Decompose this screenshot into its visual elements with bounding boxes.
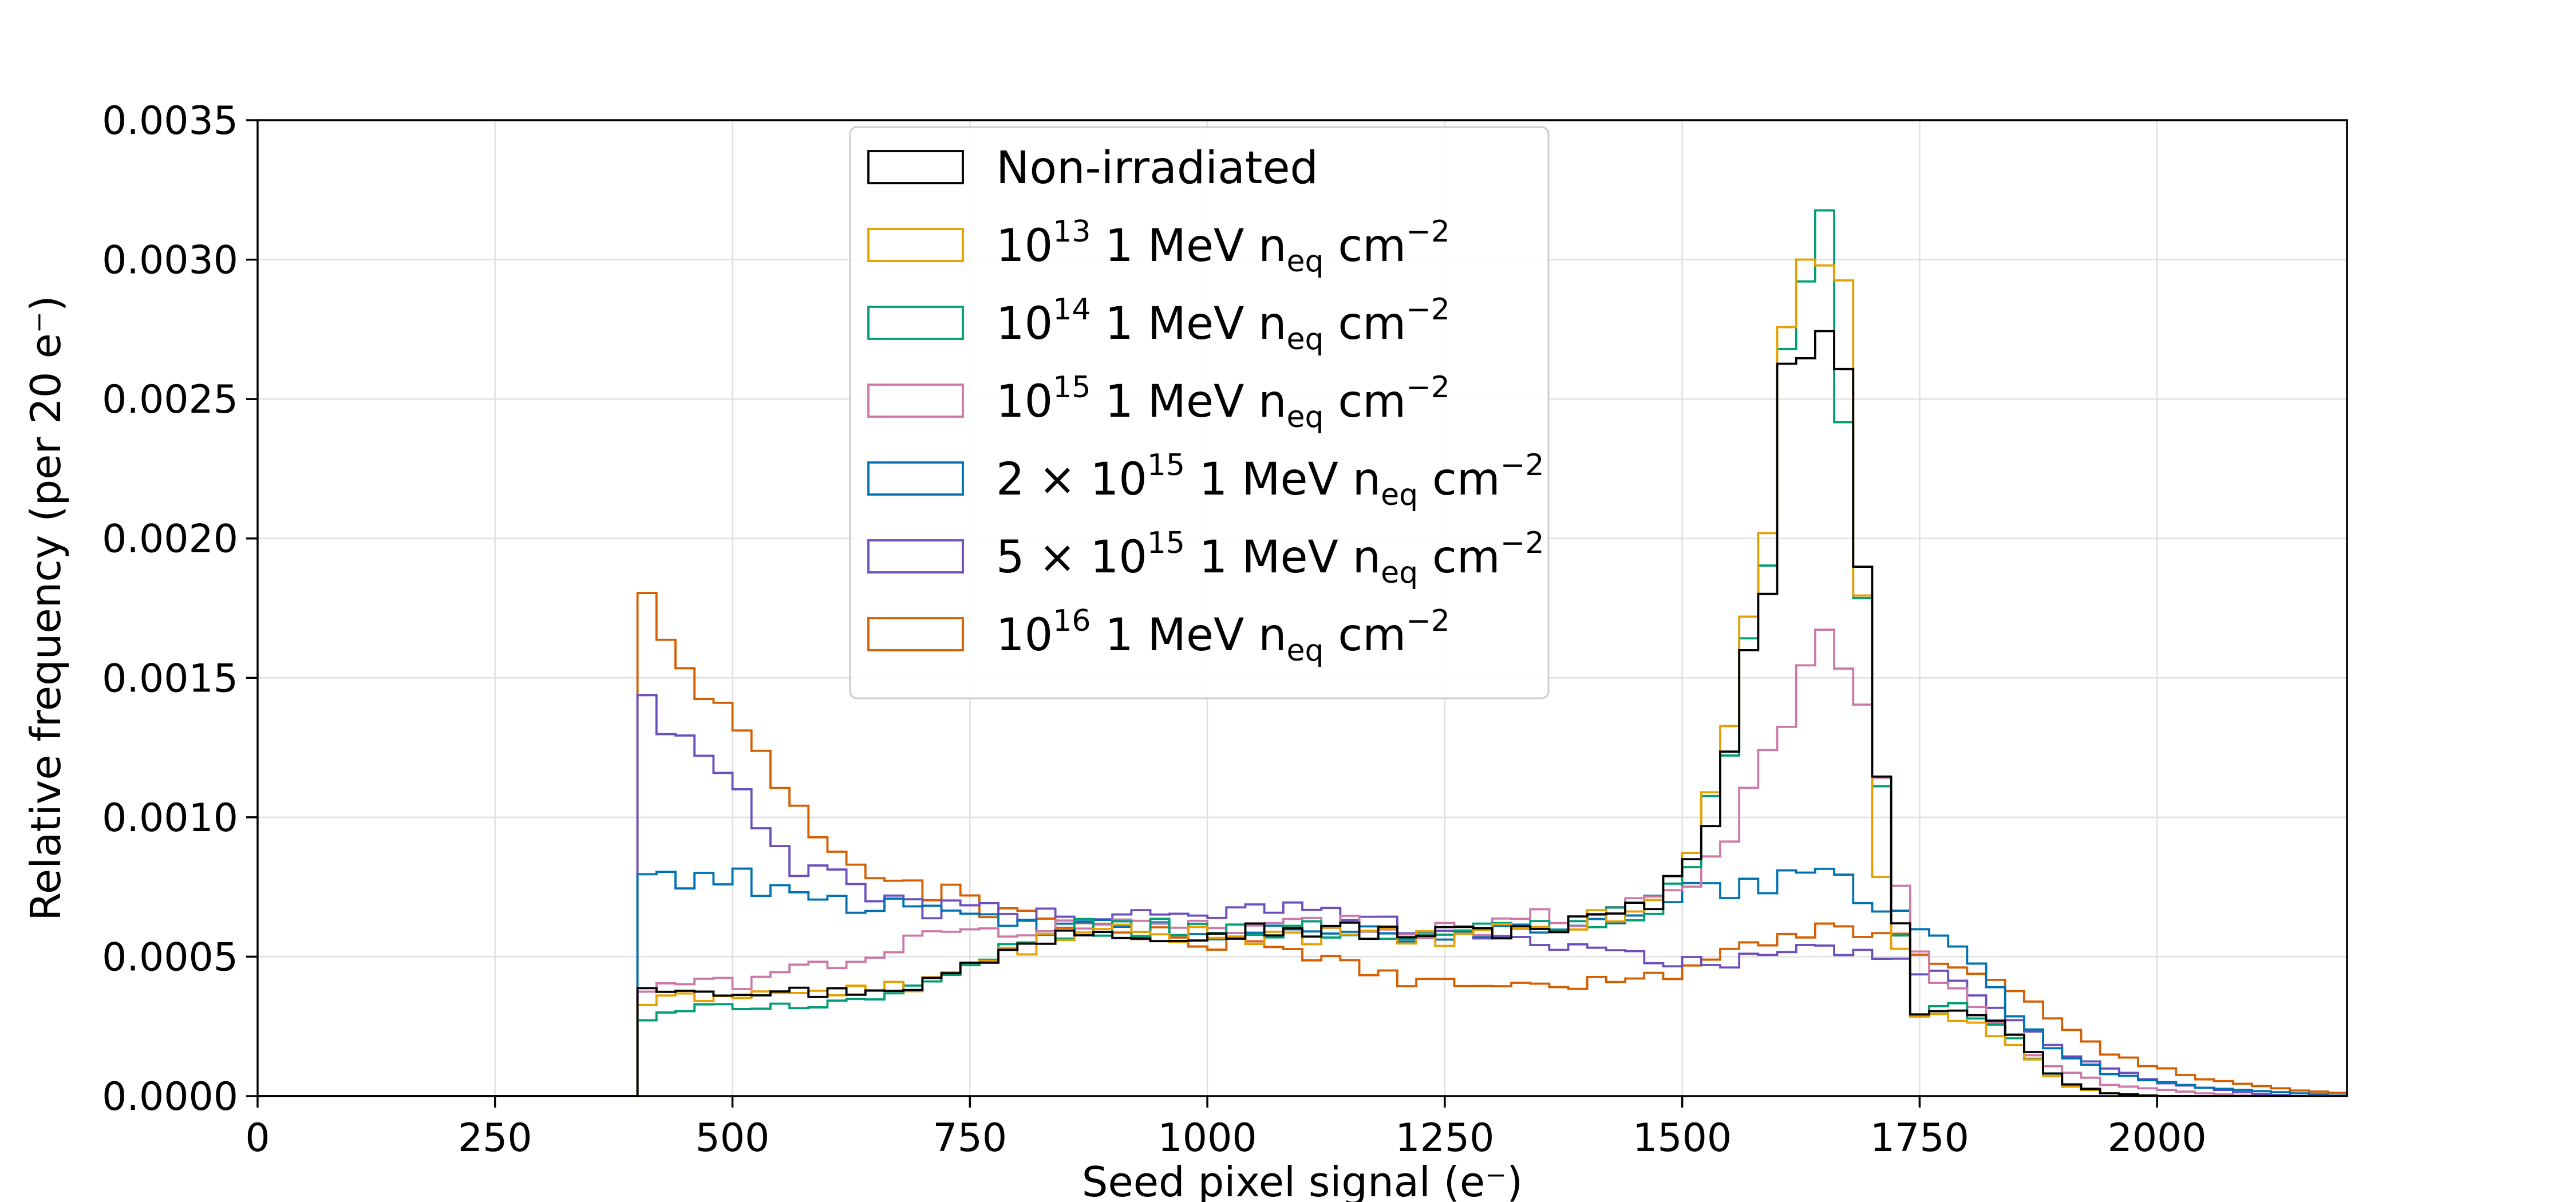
plot-frame xyxy=(256,119,2348,1097)
legend-label: 2 × 1015 1 MeV neq cm−2 xyxy=(996,448,1544,512)
legend-post-exp: −2 xyxy=(1406,215,1450,249)
legend-pre: 5 × 10 xyxy=(996,532,1147,583)
x-tick-label: 2000 xyxy=(2108,1116,2207,1161)
legend-label: 1016 1 MeV neq cm−2 xyxy=(996,604,1450,668)
y-tick-label: 0.0025 xyxy=(102,377,238,422)
x-tick-label: 500 xyxy=(696,1116,770,1161)
y-tick-label: 0.0000 xyxy=(102,1074,238,1120)
legend-box xyxy=(849,126,1550,699)
x-tick-label: 1250 xyxy=(1395,1116,1494,1161)
legend-unit: 1 MeV n xyxy=(1091,220,1286,272)
y-tick-label: 0.0015 xyxy=(102,656,238,701)
legend-label: 1014 1 MeV neq cm−2 xyxy=(996,292,1450,357)
legend-swatch xyxy=(867,306,964,340)
y-axis-title: Relative frequency (per 20 e⁻) xyxy=(22,295,70,921)
y-tick-label: 0.0010 xyxy=(102,796,238,841)
y-tick-label: 0.0035 xyxy=(102,98,238,144)
legend-swatch xyxy=(867,228,964,262)
legend-post: cm xyxy=(1418,454,1500,505)
x-tick-label: 250 xyxy=(458,1116,532,1161)
legend-item: Non-irradiated xyxy=(867,143,1318,194)
legend-item: 1013 1 MeV neq cm−2 xyxy=(867,215,1450,279)
x-axis: 0 250 500 750 1000 1250 1500 1750 2000 xyxy=(245,1096,2207,1161)
legend-post-exp: −2 xyxy=(1406,292,1450,327)
legend-exp: 15 xyxy=(1147,448,1185,483)
legend-pre: 2 × 10 xyxy=(996,454,1147,505)
legend-pre: 10 xyxy=(996,298,1053,350)
x-tick-label: 0 xyxy=(245,1116,270,1161)
legend-post: cm xyxy=(1324,376,1406,428)
legend-exp: 16 xyxy=(1053,604,1091,638)
legend-sub: eq xyxy=(1381,556,1418,590)
legend-post: cm xyxy=(1324,610,1406,661)
legend-post-exp: −2 xyxy=(1500,526,1544,560)
legend-item: 2 × 1015 1 MeV neq cm−2 xyxy=(867,448,1544,512)
legend-item: 5 × 1015 1 MeV neq cm−2 xyxy=(867,526,1544,590)
legend-pre: 10 xyxy=(996,376,1053,428)
legend-post: cm xyxy=(1324,220,1406,272)
x-tick-label: 1750 xyxy=(1870,1116,1969,1161)
legend-swatch xyxy=(867,461,964,496)
y-tick-label: 0.0020 xyxy=(102,517,238,562)
legend-sub: eq xyxy=(1287,400,1324,434)
y-tick-label: 0.0030 xyxy=(102,238,238,283)
x-axis-title: Seed pixel signal (e⁻) xyxy=(1082,1158,1523,1202)
y-axis: 0.0000 0.0005 0.0010 0.0015 0.0020 0.0025 0.00… xyxy=(102,98,258,1120)
legend-unit: 1 MeV n xyxy=(1091,298,1286,350)
series-1-histogram xyxy=(636,330,2347,1097)
legend-swatch xyxy=(867,539,964,574)
legend-exp: 14 xyxy=(1053,292,1091,327)
legend-pre: 10 xyxy=(996,610,1053,661)
legend-item: 1014 1 MeV neq cm−2 xyxy=(867,292,1450,357)
legend-unit: 1 MeV n xyxy=(1091,610,1286,661)
legend-label: Non-irradiated xyxy=(996,143,1318,194)
legend-label: 5 × 1015 1 MeV neq cm−2 xyxy=(996,526,1544,590)
legend-swatch xyxy=(867,150,964,184)
legend-unit: 1 MeV n xyxy=(1091,376,1286,428)
legend-sub: eq xyxy=(1287,634,1324,668)
x-tick-label: 750 xyxy=(933,1116,1007,1161)
legend-post-exp: −2 xyxy=(1406,604,1450,638)
y-tick-label: 0.0005 xyxy=(102,935,238,980)
legend-sub: eq xyxy=(1381,478,1418,512)
legend-post-exp: −2 xyxy=(1406,370,1450,405)
legend-unit: Non-irradiated xyxy=(996,143,1318,194)
legend-item: 1015 1 MeV neq cm−2 xyxy=(867,370,1450,434)
legend-swatch xyxy=(867,617,964,651)
legend-exp: 15 xyxy=(1147,526,1185,560)
x-tick-label: 1500 xyxy=(1633,1116,1732,1161)
legend-sub: eq xyxy=(1287,244,1324,279)
legend-unit: 1 MeV n xyxy=(1185,532,1381,583)
x-tick-label: 1000 xyxy=(1158,1116,1257,1161)
legend-label: 1015 1 MeV neq cm−2 xyxy=(996,370,1450,434)
legend-unit: 1 MeV n xyxy=(1185,454,1381,505)
legend-item: 1016 1 MeV neq cm−2 xyxy=(867,604,1450,668)
legend-label: 1013 1 MeV neq cm−2 xyxy=(996,215,1450,279)
legend-swatch xyxy=(867,383,964,418)
legend-exp: 13 xyxy=(1053,215,1091,249)
legend-pre: 10 xyxy=(996,220,1053,272)
legend-post: cm xyxy=(1418,532,1500,583)
legend-sub: eq xyxy=(1287,322,1324,357)
legend-post-exp: −2 xyxy=(1500,448,1544,483)
series-layer xyxy=(258,209,2348,1097)
series-7-histogram xyxy=(636,592,2348,1096)
series-2-histogram xyxy=(636,258,2347,1097)
legend-exp: 15 xyxy=(1053,370,1091,405)
legend-post: cm xyxy=(1324,298,1406,350)
